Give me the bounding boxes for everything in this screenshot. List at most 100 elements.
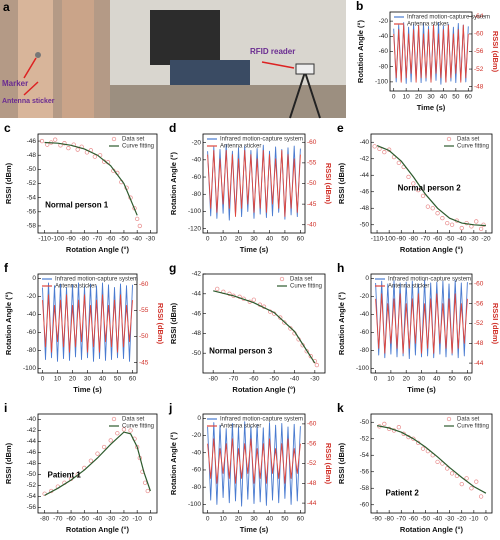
- y-tick-label: -40: [192, 449, 202, 456]
- y-axis-label: Rotation Angle (°): [169, 151, 178, 215]
- x-tick-label: -70: [229, 376, 239, 383]
- x-tick-label: 30: [250, 516, 258, 523]
- x-tick-label: -40: [290, 376, 300, 383]
- annotation: Normal person 1: [45, 200, 109, 209]
- y-tick-label: -40: [192, 157, 202, 164]
- x-tick-label: 10: [403, 94, 411, 101]
- arrow: [23, 81, 39, 96]
- panel: i-80 -70 -60 -50 -40 -30 -20 -10 0-40-42-44-46-4…: [4, 401, 158, 534]
- data-point: [62, 141, 67, 146]
- x-tick-label: -110: [38, 236, 51, 243]
- annotation: Patient 2: [386, 488, 420, 497]
- photo-person: [150, 10, 220, 65]
- x-tick-label: 50: [452, 94, 460, 101]
- y-tick-label: -46: [27, 449, 37, 456]
- x-tick-label: 20: [235, 236, 243, 243]
- y2-tick-label: -45: [139, 359, 149, 366]
- panel: j 0 10 20 30 40 50 60 -100 -80 -60 -40 -20 0 -60 -56 -52…: [168, 401, 333, 534]
- y2-tick-label: -60: [474, 31, 484, 38]
- y2-tick-label: -60: [307, 139, 317, 146]
- data-point: [406, 174, 411, 180]
- data-point: [137, 223, 142, 229]
- data-point: [382, 149, 387, 155]
- y-axis-label: RSSI (dBm): [337, 162, 346, 204]
- y-axis-label: Rotation Angle (°): [4, 291, 13, 355]
- x-tick-label: -10: [469, 516, 479, 523]
- y-tick-label: -100: [23, 365, 36, 372]
- data-point: [92, 154, 98, 159]
- data-point: [142, 480, 148, 485]
- y2-tick-label: -44: [474, 360, 484, 367]
- legend-label: Infrared motion-capture system: [388, 277, 471, 283]
- x-tick-label: 40: [433, 376, 441, 383]
- x-tick-label: -30: [469, 236, 479, 243]
- y-tick-label: -100: [188, 208, 201, 215]
- x-tick-label: 60: [465, 94, 473, 101]
- panel-letter: i: [4, 401, 7, 415]
- x-tick-label: -70: [397, 516, 407, 523]
- y2-tick-label: -55: [139, 307, 149, 314]
- y-tick-label: -100: [356, 365, 369, 372]
- y-tick-label: -20: [192, 139, 202, 146]
- legend-swatch: [446, 416, 452, 422]
- series-line: [375, 293, 468, 354]
- x-tick-label: -60: [106, 236, 116, 243]
- x-tick-label: -50: [445, 236, 455, 243]
- tripod: [304, 71, 321, 119]
- y-tick-label: -80: [379, 63, 389, 70]
- series-line: [207, 150, 301, 217]
- marker-dot: [35, 52, 41, 58]
- x-tick-label: -40: [132, 236, 142, 243]
- x-tick-label: -20: [481, 236, 491, 243]
- x-axis-label: Time (s): [240, 245, 269, 254]
- data-point: [416, 187, 421, 193]
- x-tick-label: 0: [206, 236, 210, 243]
- data-point: [449, 471, 455, 476]
- y2-tick-label: -60: [139, 281, 149, 288]
- y-tick-label: -54: [27, 493, 37, 500]
- x-tick-label: -30: [445, 516, 455, 523]
- x-tick-label: 20: [69, 376, 77, 383]
- y2-tick-label: -60: [307, 421, 317, 428]
- y2-tick-label: -55: [307, 160, 317, 167]
- x-tick-label: -80: [40, 516, 50, 523]
- photo-label: Antenna sticker: [2, 98, 55, 105]
- y2-axis-label: RSSI (dBm): [156, 303, 165, 345]
- y2-tick-label: -52: [474, 320, 484, 327]
- y-tick-label: -44: [27, 438, 37, 445]
- x-tick-label: -100: [383, 236, 396, 243]
- series-line: [42, 294, 133, 353]
- data-point: [445, 220, 450, 226]
- legend-label: Curve fitting: [457, 424, 489, 430]
- data-point: [469, 486, 474, 491]
- x-axis-label: Time (s): [407, 385, 436, 394]
- y-tick-label: 0: [32, 275, 36, 282]
- x-tick-label: 60: [464, 376, 472, 383]
- y-tick-label: -80: [360, 347, 370, 354]
- x-tick-label: 0: [149, 516, 153, 523]
- panel: h 0 10 20 30 40 50 60 -100 -80 -60 -40 -20 0 -60 -56 -52…: [337, 261, 500, 394]
- legend-label: Data set: [122, 137, 145, 143]
- x-tick-label: 20: [415, 94, 423, 101]
- photo-knee: [62, 0, 94, 118]
- plot-frame: [370, 413, 493, 514]
- y-tick-label: -50: [27, 471, 37, 478]
- legend-label: Curve fitting: [122, 144, 154, 150]
- x-tick-label: -90: [397, 236, 407, 243]
- data-point: [474, 219, 479, 224]
- x-axis-label: Time (s): [73, 385, 102, 394]
- panel-letter: a: [3, 0, 10, 14]
- photo-person: [170, 60, 250, 85]
- x-tick-label: -60: [433, 236, 443, 243]
- x-tick-label: 10: [219, 236, 227, 243]
- series-line: [207, 438, 301, 484]
- x-axis-label: Rotation Angle (°): [232, 385, 296, 394]
- data-point: [449, 222, 455, 227]
- y-tick-label: -60: [192, 467, 202, 474]
- legend-swatch: [279, 276, 285, 282]
- data-point: [115, 431, 120, 436]
- x-axis-label: Time (s): [417, 103, 446, 112]
- y2-tick-label: -50: [307, 180, 317, 187]
- legend-label: Data set: [122, 417, 145, 423]
- y-tick-label: -58: [27, 223, 37, 230]
